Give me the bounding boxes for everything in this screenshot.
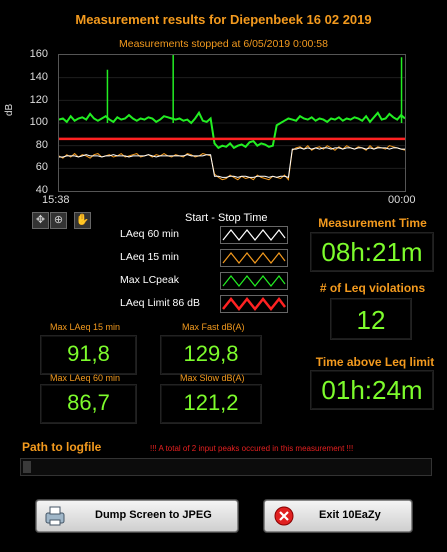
window-title: Measurement results for Diepenbeek 16 02… (75, 12, 372, 27)
y-axis-label: dB (4, 103, 15, 116)
series-line-max-lcpeak (59, 110, 405, 150)
chart-canvas (59, 55, 405, 181)
legend-swatch (220, 295, 288, 313)
max-fast-value: 129,8 (183, 341, 239, 366)
max-slow-label: Max Slow dB(A) (180, 373, 245, 383)
close-icon (274, 506, 294, 526)
measurement-time-value: 08h:21m (321, 237, 423, 267)
time-above-label: Time above Leq limit (315, 355, 435, 369)
legend-label: LAeq 15 min (120, 251, 179, 263)
max-laeq-15-label: Max LAeq 15 min (50, 322, 121, 332)
y-tick: 80 (35, 139, 48, 151)
violations-value: 12 (356, 305, 386, 335)
zoom-icon[interactable]: ⊕ (50, 212, 67, 229)
max-laeq-60-box: 86,7 (40, 384, 137, 424)
subtitle: Measurements stopped at 6/05/2019 0:00:5… (119, 38, 328, 50)
printer-icon (45, 506, 65, 526)
max-laeq-60-value: 86,7 (67, 390, 110, 415)
x-end-label: 00:00 (388, 194, 416, 206)
legend-label: LAeq Limit 86 dB (120, 297, 200, 309)
hand-icon[interactable]: ✋ (74, 212, 91, 229)
y-tick: 160 (29, 48, 48, 60)
max-laeq-60-label: Max LAeq 60 min (50, 373, 121, 383)
max-laeq-15-box: 91,8 (40, 335, 137, 375)
path-scroll-handle[interactable] (23, 461, 31, 473)
max-slow-value: 121,2 (183, 390, 239, 415)
max-slow-box: 121,2 (160, 384, 262, 424)
dump-screen-label: Dump Screen to JPEG (95, 509, 212, 521)
peak-warning-message: !!! A total of 2 input peaks occured in … (150, 444, 354, 453)
logfile-path-field[interactable] (20, 458, 432, 476)
time-above-box: 01h:24m (310, 370, 434, 410)
max-fast-box: 129,8 (160, 335, 262, 375)
y-tick: 120 (29, 94, 48, 106)
y-tick: 40 (35, 184, 48, 196)
x-start-label: 15:38 (42, 194, 70, 206)
series-line-laeq-60-min (59, 147, 405, 179)
measurement-time-box: 08h:21m (310, 232, 434, 272)
pan-icon[interactable]: ✥ (32, 212, 49, 229)
exit-button[interactable]: Exit 10EaZy (264, 500, 412, 532)
max-laeq-15-value: 91,8 (67, 341, 110, 366)
y-tick: 140 (29, 71, 48, 83)
series-line-laeq-15-min (59, 144, 405, 181)
max-fast-label: Max Fast dB(A) (182, 322, 245, 332)
violations-label: # of Leq violations (319, 281, 426, 295)
dump-screen-button[interactable]: Dump Screen to JPEG (36, 500, 238, 532)
legend-label: Max LCpeak (120, 274, 179, 286)
exit-label: Exit 10EaZy (319, 509, 381, 521)
legend-swatch (220, 226, 288, 244)
legend-swatch (220, 272, 288, 290)
legend-swatch (220, 249, 288, 267)
y-tick: 100 (29, 116, 48, 128)
legend-label: LAeq 60 min (120, 228, 179, 240)
legend-title: Start - Stop Time (185, 212, 268, 224)
y-tick: 60 (35, 161, 48, 173)
violations-box: 12 (330, 298, 412, 340)
time-above-value: 01h:24m (321, 375, 423, 405)
measurement-time-label: Measurement Time (318, 216, 427, 230)
logfile-path-label: Path to logfile (22, 440, 102, 454)
sound-level-chart[interactable] (58, 54, 406, 192)
